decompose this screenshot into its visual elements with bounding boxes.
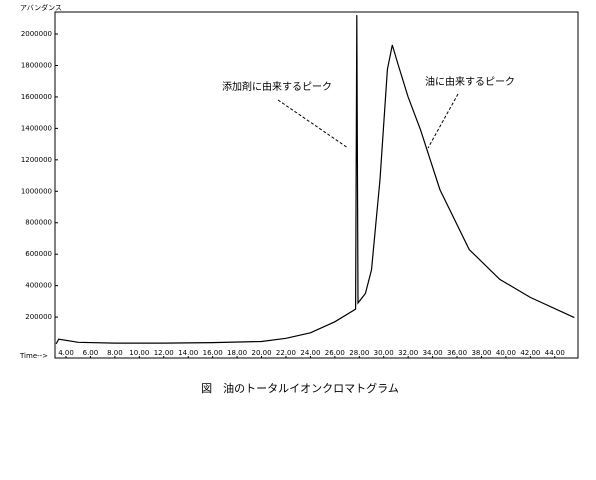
x-tick-label: 28.00 (349, 349, 369, 357)
y-tick-label: 1000000 (21, 187, 52, 195)
x-tick-label: 18.00 (227, 349, 247, 357)
y-tick-label: 1600000 (21, 93, 52, 101)
plot-frame (54, 11, 579, 359)
x-tick-label: 8.00 (107, 349, 123, 357)
x-tick-label: 44.00 (545, 349, 565, 357)
y-tick-label: 600000 (25, 250, 52, 258)
x-tick-label: 32.00 (398, 349, 418, 357)
x-tick-label: 36.00 (447, 349, 467, 357)
x-axis-label: Time--> (19, 352, 48, 360)
x-tick-label: 14.00 (178, 349, 198, 357)
caption: 図 油のトータルイオンクロマトグラム (201, 381, 399, 395)
y-axis-label: アバンダンス (20, 3, 62, 12)
annotation: 添加剤に由来するピーク (222, 80, 332, 93)
annotation-arrow (277, 99, 349, 149)
x-tick-label: 30.00 (374, 349, 394, 357)
x-tick-label: 24.00 (300, 349, 320, 357)
y-tick-label: 2000000 (21, 30, 52, 38)
x-tick-label: 40.00 (496, 349, 516, 357)
x-tick-label: 6.00 (83, 349, 99, 357)
x-tick-label: 20.00 (251, 349, 271, 357)
x-tick-label: 12.00 (154, 349, 174, 357)
annotation: 油に由来するピーク (425, 75, 515, 88)
y-tick-label: 400000 (25, 282, 52, 290)
y-tick-label: 1800000 (21, 61, 52, 69)
x-tick-label: 38.00 (471, 349, 491, 357)
y-tick-label: 1400000 (21, 124, 52, 132)
y-tick-label: 200000 (25, 313, 52, 321)
annotation-arrow (427, 93, 459, 149)
x-tick-label: 4.00 (58, 349, 74, 357)
y-tick-label: 1200000 (21, 156, 52, 164)
x-tick-label: 22.00 (276, 349, 296, 357)
x-tick-label: 42.00 (520, 349, 540, 357)
x-tick-label: 16.00 (203, 349, 223, 357)
y-tick-label: 800000 (25, 219, 52, 227)
x-tick-label: 26.00 (325, 349, 345, 357)
x-tick-label: 34.00 (423, 349, 443, 357)
data-line (55, 15, 575, 345)
x-tick-label: 10.00 (129, 349, 149, 357)
